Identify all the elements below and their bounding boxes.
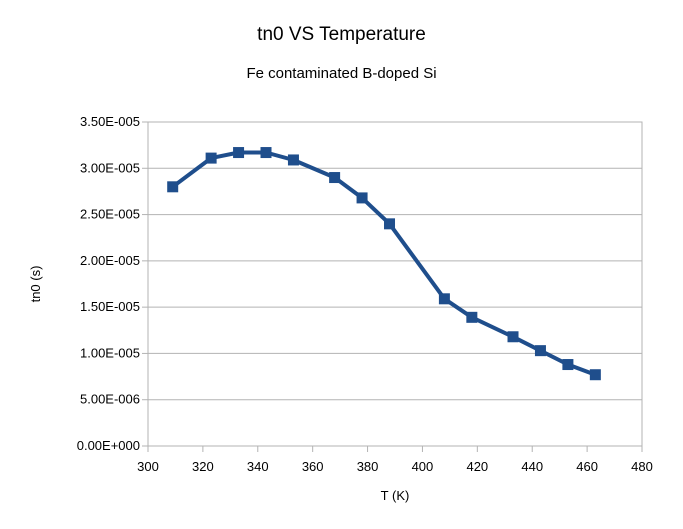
data-point-marker — [384, 218, 396, 230]
data-point-marker — [356, 192, 368, 204]
data-point-marker — [466, 311, 478, 323]
data-point-marker — [438, 293, 450, 305]
y-tick-label: 1.50E-005 — [80, 299, 140, 314]
x-tick-label: 480 — [631, 459, 653, 474]
data-point-marker — [534, 345, 546, 357]
x-axis-label: T (K) — [381, 488, 410, 503]
y-tick-label: 2.00E-005 — [80, 253, 140, 268]
y-tick-label: 1.00E-005 — [80, 345, 140, 360]
chart-title: tn0 VS Temperature — [257, 24, 426, 45]
data-point-marker — [205, 152, 217, 164]
x-tick-label: 400 — [412, 459, 434, 474]
x-tick-label: 360 — [302, 459, 324, 474]
x-tick-label: 380 — [357, 459, 379, 474]
series-layer — [167, 147, 601, 381]
plot-area-frame — [147, 121, 643, 447]
x-tick-label: 460 — [576, 459, 598, 474]
series-line — [171, 150, 596, 377]
data-point-marker — [589, 369, 601, 381]
x-tick-label: 420 — [466, 459, 488, 474]
chart-subtitle: Fe contaminated B-doped Si — [246, 65, 437, 82]
data-point-marker — [287, 154, 299, 166]
y-axis-ticks: 0.00E+000 5.00E-006 1.00E-005 1.50E-005 2.00… — [77, 114, 148, 453]
data-point-marker — [562, 359, 574, 371]
y-tick-label: 3.50E-005 — [80, 114, 140, 129]
x-tick-label: 440 — [521, 459, 543, 474]
y-axis-label: tn0 (s) — [28, 266, 43, 303]
x-tick-label: 300 — [137, 459, 159, 474]
data-point-marker — [507, 331, 519, 343]
x-tick-label: 340 — [247, 459, 269, 474]
y-tick-label: 3.00E-005 — [80, 160, 140, 175]
x-tick-label: 320 — [192, 459, 214, 474]
y-tick-label: 0.00E+000 — [77, 438, 140, 453]
data-point-marker — [260, 147, 272, 159]
data-point-marker — [329, 172, 341, 184]
data-point-marker — [167, 181, 179, 193]
x-axis-ticks: 300 320 340 360 380 400 420 440 460 480 — [137, 446, 653, 474]
data-point-marker — [233, 147, 245, 159]
y-tick-label: 5.00E-006 — [80, 392, 140, 407]
grid-lines — [148, 121, 642, 447]
y-tick-label: 2.50E-005 — [80, 207, 140, 222]
